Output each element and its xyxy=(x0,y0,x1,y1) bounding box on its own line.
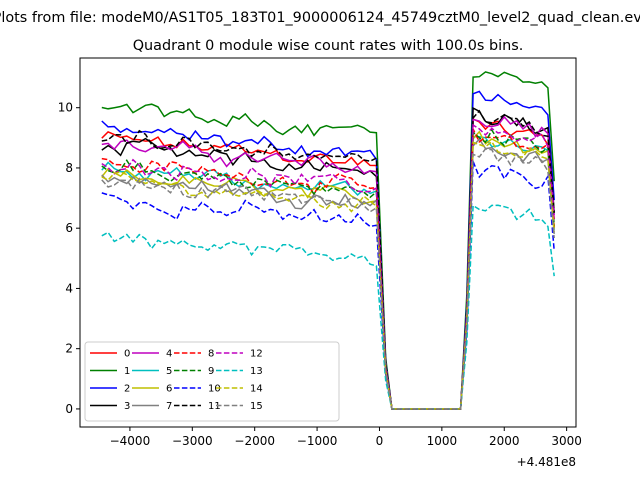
legend-item-1: 1 xyxy=(90,366,130,377)
y-tick-label: 10 xyxy=(58,101,73,115)
x-tick-label: −3000 xyxy=(172,434,213,448)
legend-label: 5 xyxy=(166,366,172,377)
legend-item-4: 4 xyxy=(132,349,172,360)
series-line-6 xyxy=(101,130,555,410)
legend-label: 2 xyxy=(124,384,130,395)
legend-item-15: 15 xyxy=(216,401,263,412)
legend-item-8: 8 xyxy=(174,349,214,360)
legend-item-2: 2 xyxy=(90,384,130,395)
y-axis: 0 2 4 6 8 10 xyxy=(58,101,80,416)
series-layer xyxy=(101,71,555,410)
series-line-2 xyxy=(101,90,555,410)
series-line-13 xyxy=(101,204,555,410)
x-axis-offset-label: +4.481e8 xyxy=(517,455,576,469)
figure-suptitle: Plots from file: modeM0/AS1T05_183T01_90… xyxy=(0,10,640,26)
legend-box xyxy=(84,341,340,422)
series-line-4 xyxy=(101,115,555,410)
x-tick-label: 3000 xyxy=(551,434,582,448)
series-line-9 xyxy=(101,128,555,410)
legend-item-3: 3 xyxy=(90,401,130,412)
x-tick-label: 2000 xyxy=(489,434,520,448)
x-axis: −4000 −3000 −2000 −1000 0 1000 2000 3000 xyxy=(110,427,582,448)
x-tick-label: −1000 xyxy=(297,434,338,448)
legend-label: 4 xyxy=(166,349,172,360)
legend-item-6: 6 xyxy=(132,384,172,395)
legend-item-14: 14 xyxy=(216,384,263,395)
legend-item-13: 13 xyxy=(216,366,263,377)
legend-item-0: 0 xyxy=(90,349,130,360)
legend-item-7: 7 xyxy=(132,401,172,412)
legend-label: 3 xyxy=(124,401,130,412)
legend-label: 10 xyxy=(208,384,221,395)
legend-label: 1 xyxy=(124,366,130,377)
legend-label: 11 xyxy=(208,401,221,412)
x-tick-label: −4000 xyxy=(110,434,151,448)
series-line-1 xyxy=(101,71,555,410)
axes-frame xyxy=(79,57,577,428)
chart-title: Quadrant 0 module wise count rates with … xyxy=(133,38,524,54)
y-tick-label: 0 xyxy=(65,402,73,416)
legend-label: 0 xyxy=(124,349,130,360)
legend-item-11: 11 xyxy=(174,401,221,412)
legend-label: 14 xyxy=(250,384,263,395)
series-line-15 xyxy=(101,148,555,410)
legend-label: 7 xyxy=(166,401,172,412)
series-line-12 xyxy=(101,123,555,410)
legend-label: 8 xyxy=(208,349,214,360)
legend-label: 15 xyxy=(250,401,263,412)
legend-label: 6 xyxy=(166,384,172,395)
y-tick-label: 4 xyxy=(65,281,73,295)
legend-label: 12 xyxy=(250,349,263,360)
series-line-14 xyxy=(101,140,555,410)
legend-item-5: 5 xyxy=(132,366,172,377)
legend-label: 9 xyxy=(208,366,214,377)
legend-item-10: 10 xyxy=(174,384,221,395)
series-line-11 xyxy=(101,109,555,410)
series-line-10 xyxy=(101,161,555,410)
y-tick-label: 2 xyxy=(65,342,73,356)
x-tick-label: −2000 xyxy=(234,434,275,448)
legend-item-12: 12 xyxy=(216,349,263,360)
x-tick-label: 1000 xyxy=(427,434,458,448)
y-tick-label: 8 xyxy=(65,161,73,175)
x-tick-label: 0 xyxy=(376,434,384,448)
legend-label: 13 xyxy=(250,366,263,377)
series-line-8 xyxy=(101,128,555,410)
y-tick-label: 6 xyxy=(65,221,73,235)
legend-item-9: 9 xyxy=(174,366,214,377)
